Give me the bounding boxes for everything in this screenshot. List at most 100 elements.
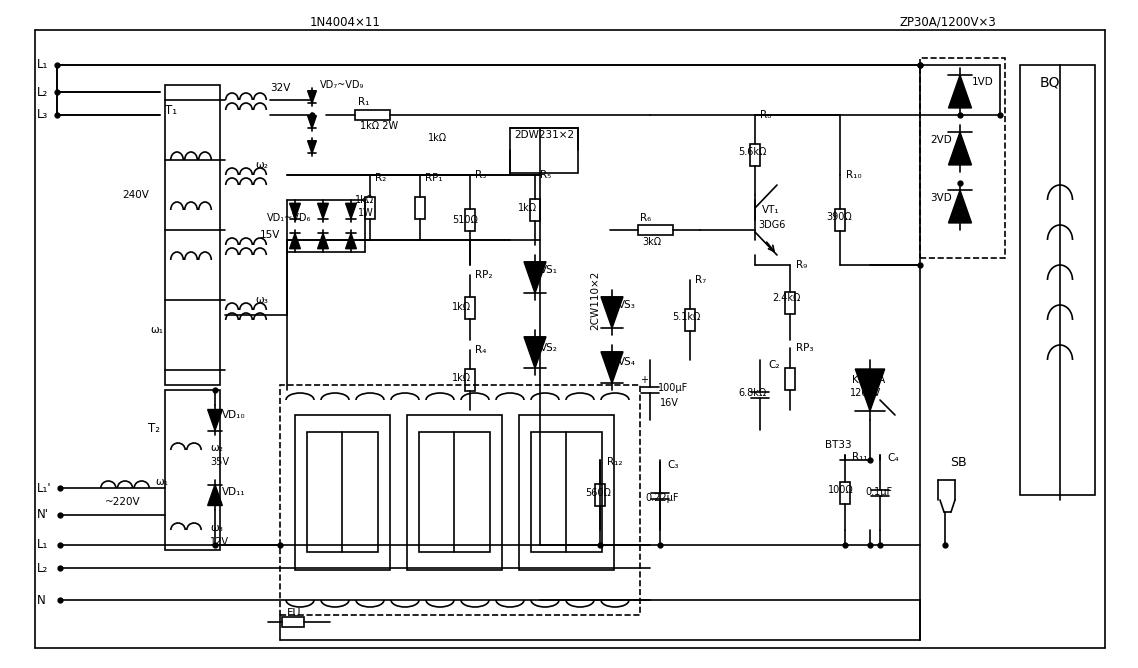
Bar [920,58,1005,258]
Polygon shape [318,233,329,248]
Polygon shape [523,337,546,368]
Polygon shape [948,132,972,165]
Text: R₂: R₂ [376,173,386,183]
Text: 5.6kΩ: 5.6kΩ [739,147,766,157]
Text: 15V: 15V [259,230,280,240]
Text: R₁₂: R₁₂ [607,457,622,467]
Text: 5.1kΩ: 5.1kΩ [673,312,700,322]
Text: 560Ω: 560Ω [585,488,611,498]
Bar [165,85,220,385]
Text: R₈: R₈ [760,110,772,120]
Text: RP₁: RP₁ [424,173,443,183]
Text: 1N4004×11: 1N4004×11 [310,15,381,29]
Polygon shape [318,203,329,218]
Text: R₇: R₇ [695,275,707,285]
Text: 0.22μF: 0.22μF [645,493,678,503]
Text: 32V: 32V [270,83,290,93]
Text: ω₂: ω₂ [211,443,223,453]
Text: L₃: L₃ [38,108,48,122]
Text: BT33: BT33 [825,440,851,450]
Bar [519,415,615,570]
Polygon shape [856,369,884,411]
Text: 35V: 35V [211,457,229,467]
Text: 510Ω: 510Ω [452,215,478,225]
Text: VD₁₀: VD₁₀ [222,410,246,420]
Text: VS₁: VS₁ [541,265,558,275]
Text: R₅: R₅ [541,170,551,180]
Text: RP₂: RP₂ [475,270,493,280]
Bar [307,432,378,552]
Bar [465,369,475,391]
Text: 3kΩ: 3kΩ [642,237,661,247]
Text: VS₃: VS₃ [618,300,636,310]
Text: 12V: 12V [211,537,229,547]
Text: N': N' [38,508,49,522]
Bar [750,144,760,166]
Text: 1kΩ: 1kΩ [452,373,471,383]
Text: 3DG6: 3DG6 [758,220,785,230]
Text: 1VD: 1VD [972,77,993,87]
Bar [282,617,304,627]
Text: R₄: R₄ [475,345,486,355]
Text: R₁: R₁ [358,97,370,107]
Bar [365,196,376,218]
Text: C₃: C₃ [667,460,678,470]
Bar [785,368,795,390]
Text: FU: FU [287,608,302,618]
Bar [165,390,220,550]
Text: C₂: C₂ [768,360,780,370]
Bar [415,196,424,218]
Text: 0.1μF: 0.1μF [865,487,892,497]
Text: KP30A: KP30A [852,375,885,385]
Text: BQ: BQ [1040,75,1061,89]
Text: 1kΩ: 1kΩ [428,133,447,143]
Text: 2DW231×2: 2DW231×2 [514,130,575,140]
Text: N: N [38,593,46,607]
Text: ω₃: ω₃ [211,523,223,533]
Text: SB: SB [950,456,966,468]
Text: ω₁: ω₁ [155,477,168,487]
Text: VS₂: VS₂ [541,343,558,353]
Polygon shape [948,75,972,108]
Bar [280,385,640,615]
Text: T₁: T₁ [165,104,178,116]
Text: 240V: 240V [122,190,149,200]
Text: 1kΩ 2W: 1kΩ 2W [360,121,398,131]
Polygon shape [207,409,222,430]
Polygon shape [601,352,622,383]
Text: ω₂: ω₂ [255,160,267,170]
Text: 100Ω: 100Ω [828,485,854,495]
Text: 1kΩ: 1kΩ [452,302,471,312]
Text: L₂: L₂ [38,86,48,98]
Polygon shape [346,233,356,248]
Bar [465,209,475,231]
Polygon shape [207,484,222,506]
Text: 2.4kΩ: 2.4kΩ [772,293,800,303]
Bar [407,415,502,570]
Text: R₁₁: R₁₁ [852,452,867,462]
Text: R₉: R₉ [795,260,807,270]
Bar [785,291,795,313]
Polygon shape [307,141,316,153]
Text: L₁': L₁' [38,482,51,494]
Text: 16V: 16V [660,398,679,408]
Text: C₄: C₄ [887,453,899,463]
Text: ω₁: ω₁ [150,325,163,335]
Text: VT₁: VT₁ [762,205,780,215]
Text: L₁: L₁ [38,538,49,552]
Bar [685,309,695,331]
Polygon shape [289,203,300,218]
Text: VD₁~VD₆: VD₁~VD₆ [267,213,312,223]
Text: 1kΩ: 1kΩ [518,203,537,213]
Bar [465,297,475,319]
Polygon shape [948,190,972,223]
Text: 100μF: 100μF [658,383,688,393]
Text: 3VD: 3VD [930,193,951,203]
Polygon shape [346,203,356,218]
Bar [419,432,490,552]
Text: ZP30A/1200V×3: ZP30A/1200V×3 [900,15,997,29]
Text: L₂: L₂ [38,562,48,574]
Text: VS₄: VS₄ [618,357,636,367]
Polygon shape [289,233,300,248]
Text: R₃: R₃ [475,170,486,180]
